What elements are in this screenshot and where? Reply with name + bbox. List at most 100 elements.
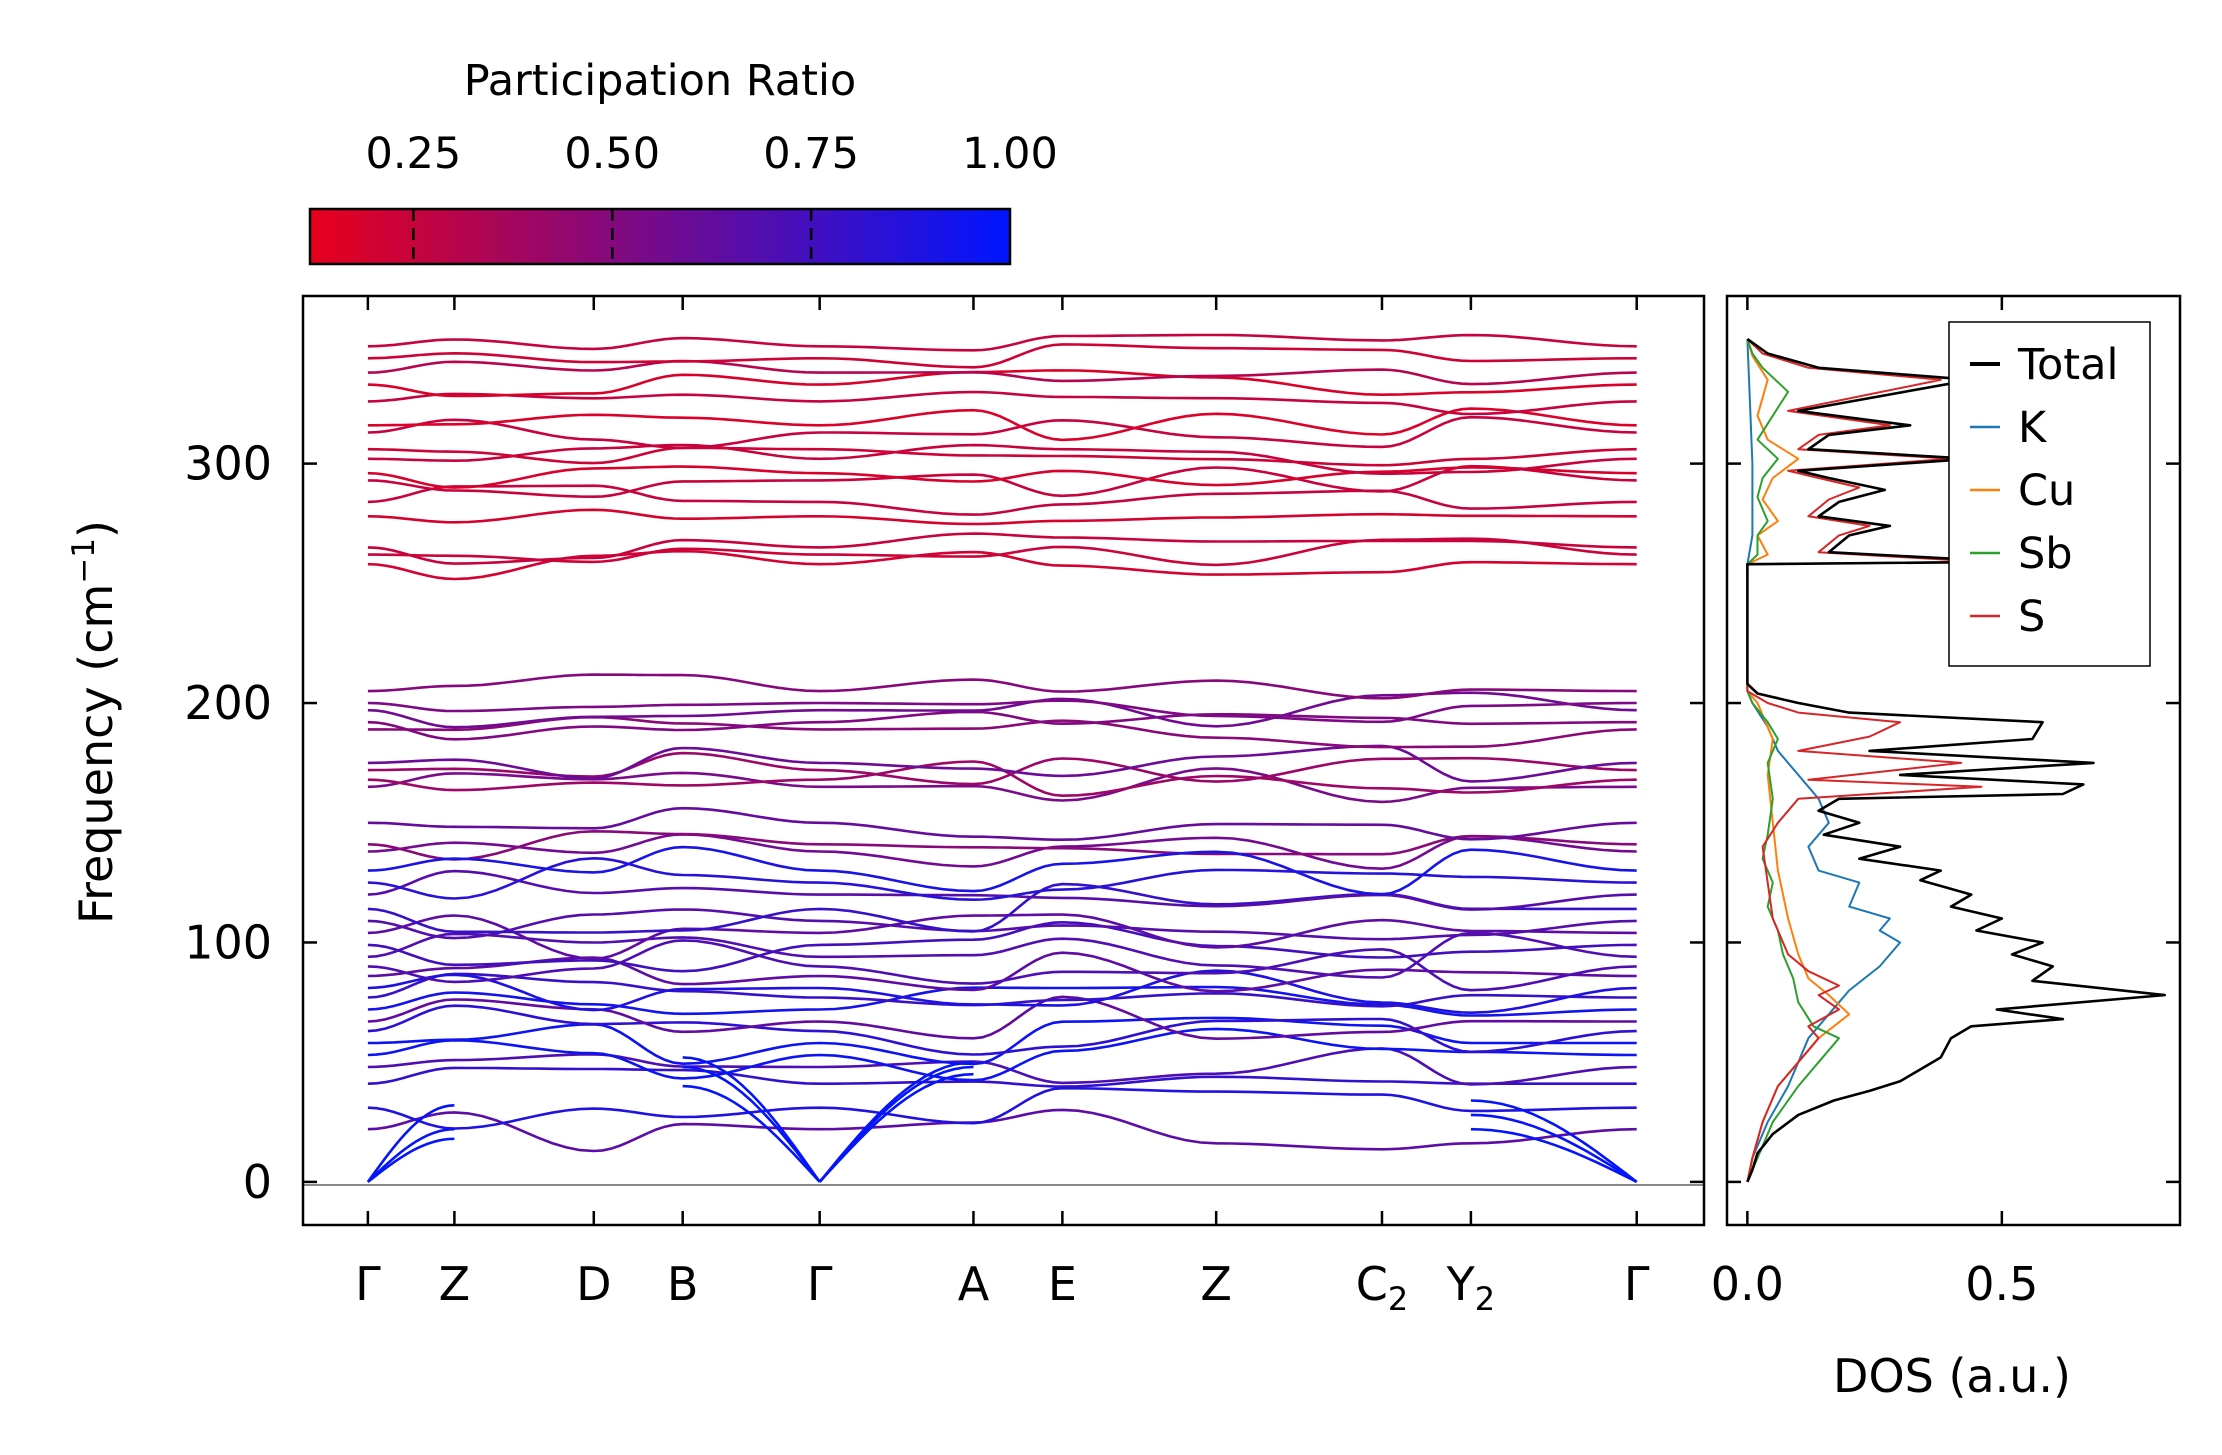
- band-axes-frame: [301, 294, 1706, 1227]
- acoustic-band: [682, 1084, 821, 1183]
- upper-band: [367, 464, 1637, 499]
- colorbar-ticks: 0.25 0.50 0.75 1.00: [366, 129, 1058, 264]
- ylabel-tail: ): [69, 520, 123, 538]
- upper-band: [367, 484, 1637, 516]
- lower-band: [367, 869, 1637, 911]
- dos-series-sb: [1746, 338, 1840, 1183]
- dos-xtick-label: 0.0: [1711, 1257, 1784, 1311]
- lower-band: [367, 969, 1637, 1015]
- ylabel-main: Frequency (cm: [69, 584, 123, 924]
- legend-label: Cu: [2018, 466, 2075, 516]
- kpoint-label-main: C: [1356, 1257, 1388, 1311]
- acoustic-band: [366, 1127, 455, 1183]
- ylabel-superscript: −1: [66, 538, 102, 584]
- lower-band: [367, 920, 1637, 973]
- colorbar-tick-label: 0.75: [763, 129, 859, 179]
- upper-band: [367, 508, 1637, 526]
- kpoint-label-main: B: [667, 1257, 699, 1311]
- dos-axis-label: DOS (a.u.): [1833, 1349, 2071, 1403]
- lower-band: [367, 1004, 1637, 1056]
- colorbar-tick-label: 1.00: [962, 129, 1058, 179]
- lower-band: [367, 995, 1637, 1041]
- phonon-bands: [366, 333, 1638, 1184]
- frequency-axis-label: Frequency (cm−1): [66, 520, 123, 924]
- kpoint-label-main: E: [1048, 1257, 1077, 1311]
- lower-band: [367, 856, 1637, 902]
- frequency-ticks: 0 100 200 300: [184, 437, 2180, 1209]
- dos-ticks: 0.0 0.5: [1711, 296, 2038, 1311]
- kpoint-label-main: Γ: [355, 1257, 381, 1311]
- acoustic-band: [366, 1104, 455, 1183]
- middle-band: [367, 767, 1637, 804]
- acoustic-band: [1470, 1127, 1638, 1184]
- lower-band: [367, 939, 1637, 992]
- lower-band: [367, 1047, 1637, 1086]
- kpoint-label: E: [1048, 1257, 1077, 1311]
- kpoint-label: D: [576, 1257, 611, 1311]
- kpoint-label: B: [667, 1257, 699, 1311]
- middle-band: [367, 760, 1637, 798]
- acoustic-band: [367, 1137, 455, 1183]
- upper-band: [367, 343, 1637, 369]
- legend-label: S: [2018, 592, 2045, 642]
- lower-band: [367, 951, 1637, 993]
- acoustic-band: [682, 1056, 821, 1183]
- colorbar-title: Participation Ratio: [464, 56, 857, 106]
- dos-panel: 0.0 0.5 DOS (a.u.) Total K Cu Sb S: [1711, 294, 2182, 1403]
- acoustic-band: [682, 1065, 821, 1183]
- ytick-label: 300: [184, 437, 272, 491]
- kpoint-label-main: Γ: [1624, 1257, 1650, 1311]
- lower-band: [367, 1086, 1637, 1130]
- kpoint-label: Γ: [355, 1257, 381, 1311]
- kpoint-label-main: Z: [1200, 1257, 1232, 1311]
- upper-band: [367, 359, 1637, 386]
- kpoint-label-sub: 2: [1475, 1280, 1495, 1318]
- upper-band: [367, 549, 1637, 581]
- lower-band: [367, 913, 1637, 961]
- colorbar-gradient: [308, 207, 1012, 266]
- kpoint-label-sub: 2: [1388, 1280, 1408, 1318]
- kpoint-label-main: D: [576, 1257, 611, 1311]
- legend: Total K Cu Sb S: [1948, 321, 2151, 667]
- acoustic-band: [1470, 1099, 1638, 1183]
- kpoint-label-main: Γ: [807, 1257, 833, 1311]
- kpoint-label: Z: [439, 1257, 471, 1311]
- middle-band: [367, 806, 1637, 841]
- middle-band: [367, 673, 1637, 700]
- ytick-label: 0: [243, 1155, 272, 1209]
- kpoint-label: Γ: [1624, 1257, 1650, 1311]
- lower-band: [367, 882, 1637, 934]
- dos-curves: [1746, 338, 2166, 1183]
- kpoint-label: A: [958, 1257, 990, 1311]
- colorbar-tick-label: 0.50: [564, 129, 660, 179]
- kpoint-label: Γ: [807, 1257, 833, 1311]
- legend-label: Total: [2017, 340, 2118, 390]
- upper-band: [367, 537, 1637, 567]
- kpoint-label: C2: [1356, 1257, 1408, 1318]
- middle-band: [367, 744, 1637, 783]
- dos-xtick-label: 0.5: [1965, 1257, 2038, 1311]
- kpoint-ticks: Γ Z D B Γ A E Z C2 Y2 Γ: [355, 296, 1650, 1318]
- kpoint-label: Z: [1200, 1257, 1232, 1311]
- upper-band: [367, 407, 1637, 442]
- lower-band: [367, 1066, 1637, 1088]
- upper-band: [367, 333, 1637, 352]
- dos-series-cu: [1746, 338, 1851, 1183]
- ytick-label: 100: [184, 915, 272, 969]
- middle-band: [367, 829, 1637, 861]
- acoustic-band: [1470, 1113, 1638, 1183]
- kpoint-label-main: Z: [439, 1257, 471, 1311]
- dos-series-total: [1746, 338, 2166, 1183]
- upper-band: [367, 443, 1637, 475]
- upper-band: [367, 465, 1637, 489]
- colorbar-tick-label: 0.25: [366, 129, 462, 179]
- lower-band: [367, 845, 1637, 896]
- acoustic-band: [818, 1060, 974, 1183]
- lower-band: [367, 1016, 1637, 1066]
- upper-band: [367, 446, 1637, 467]
- legend-label: Sb: [2018, 529, 2073, 579]
- kpoint-label: Y2: [1446, 1257, 1495, 1318]
- dos-axes-frame: [1725, 294, 2182, 1227]
